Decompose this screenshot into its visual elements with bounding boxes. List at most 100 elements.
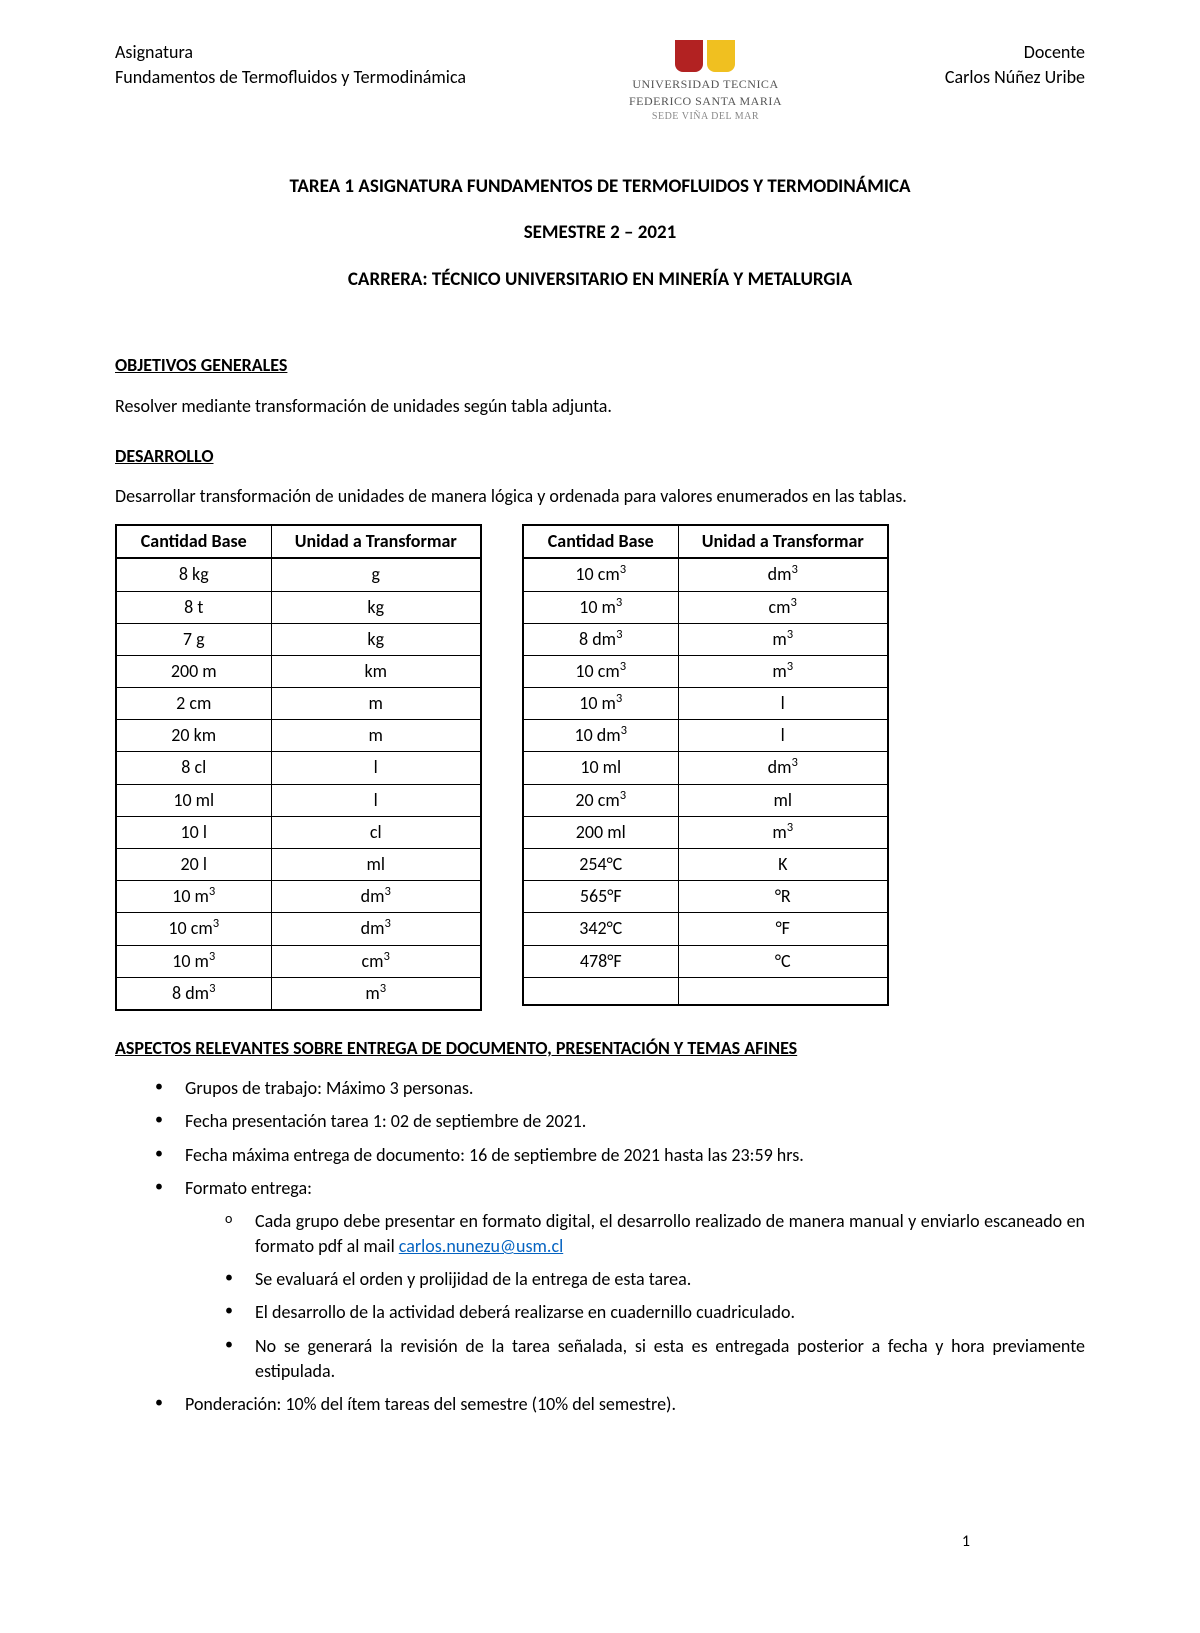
title-line-3: CARRERA: TÉCNICO UNIVERSITARIO EN MINERÍ… bbox=[115, 267, 1085, 294]
cell-base: 10 ml bbox=[523, 752, 678, 784]
cell-base: 478°F bbox=[523, 945, 678, 977]
cell-to bbox=[678, 977, 888, 1005]
bullet-formato: Formato entrega: Cada grupo debe present… bbox=[155, 1176, 1085, 1384]
cell-to: dm3 bbox=[271, 881, 481, 913]
cell-to: kg bbox=[271, 591, 481, 623]
table-row: 20 lml bbox=[116, 849, 481, 881]
cell-to: °R bbox=[678, 881, 888, 913]
cell-to: dm3 bbox=[271, 913, 481, 945]
bullet-ponderacion: Ponderación: 10% del ítem tareas del sem… bbox=[155, 1392, 1085, 1417]
aspectos-list: Grupos de trabajo: Máximo 3 personas. Fe… bbox=[115, 1076, 1085, 1417]
title-line-2: SEMESTRE 2 – 2021 bbox=[115, 220, 1085, 247]
cell-base: 565°F bbox=[523, 881, 678, 913]
sub-bullet-cuadernillo: El desarrollo de la actividad deberá rea… bbox=[225, 1300, 1085, 1325]
cell-to: l bbox=[678, 688, 888, 720]
conversion-table-1: Cantidad Base Unidad a Transformar 8 kgg… bbox=[115, 524, 482, 1011]
sub-bullet-digital-text: Cada grupo debe presentar en formato dig… bbox=[255, 1210, 1085, 1257]
cell-base: 2 cm bbox=[116, 688, 271, 720]
table-row: 10 cm3dm3 bbox=[523, 558, 888, 591]
cell-base: 10 m3 bbox=[116, 945, 271, 977]
table-row: 10 m3cm3 bbox=[116, 945, 481, 977]
table-row: 10 m3cm3 bbox=[523, 591, 888, 623]
shield-yellow-icon bbox=[707, 40, 735, 72]
cell-to: °F bbox=[678, 913, 888, 945]
cell-base: 10 m3 bbox=[523, 591, 678, 623]
cell-to: m3 bbox=[678, 655, 888, 687]
table-row: 10 dm3l bbox=[523, 720, 888, 752]
cell-to: l bbox=[271, 784, 481, 816]
cell-to: g bbox=[271, 558, 481, 591]
table-header-to: Unidad a Transformar bbox=[271, 525, 481, 558]
cell-to: m3 bbox=[678, 816, 888, 848]
sub-bullet-orden: Se evaluará el orden y prolijidad de la … bbox=[225, 1267, 1085, 1292]
university-name-1: UNIVERSIDAD TECNICA bbox=[632, 76, 778, 93]
tables-container: Cantidad Base Unidad a Transformar 8 kgg… bbox=[115, 524, 1085, 1011]
table-row: 8 tkg bbox=[116, 591, 481, 623]
cell-base bbox=[523, 977, 678, 1005]
cell-to: m bbox=[271, 720, 481, 752]
table-row: 10 cm3dm3 bbox=[116, 913, 481, 945]
cell-base: 20 km bbox=[116, 720, 271, 752]
logo-shields bbox=[675, 40, 735, 72]
table-row: 7 gkg bbox=[116, 623, 481, 655]
conversion-table-2: Cantidad Base Unidad a Transformar 10 cm… bbox=[522, 524, 889, 1006]
title-block: TAREA 1 ASIGNATURA FUNDAMENTOS DE TERMOF… bbox=[115, 174, 1085, 294]
cell-base: 200 ml bbox=[523, 816, 678, 848]
table-row: 254°CK bbox=[523, 849, 888, 881]
table-row: 10 m3dm3 bbox=[116, 881, 481, 913]
cell-base: 10 l bbox=[116, 816, 271, 848]
cell-to: l bbox=[678, 720, 888, 752]
subject-label: Asignatura bbox=[115, 40, 466, 65]
campus-name: SEDE VIÑA DEL MAR bbox=[652, 110, 759, 124]
table-row: 565°F°R bbox=[523, 881, 888, 913]
cell-to: ml bbox=[271, 849, 481, 881]
cell-to: kg bbox=[271, 623, 481, 655]
shield-red-icon bbox=[675, 40, 703, 72]
cell-to: ml bbox=[678, 784, 888, 816]
cell-base: 342°C bbox=[523, 913, 678, 945]
desarrollo-heading: DESARROLLO bbox=[115, 444, 1085, 469]
table-row: 10 mldm3 bbox=[523, 752, 888, 784]
cell-base: 7 g bbox=[116, 623, 271, 655]
cell-base: 200 m bbox=[116, 655, 271, 687]
table2-body: 10 cm3dm310 m3cm38 dm3m310 cm3m310 m3l10… bbox=[523, 558, 888, 1005]
bullet-grupos: Grupos de trabajo: Máximo 3 personas. bbox=[155, 1076, 1085, 1101]
table-row: 8 dm3m3 bbox=[523, 623, 888, 655]
table-row: 8 kgg bbox=[116, 558, 481, 591]
table-row: 8 cll bbox=[116, 752, 481, 784]
cell-base: 8 dm3 bbox=[523, 623, 678, 655]
table-header-base: Cantidad Base bbox=[523, 525, 678, 558]
table-row: 20 cm3ml bbox=[523, 784, 888, 816]
table-row: 200 mlm3 bbox=[523, 816, 888, 848]
sub-bullet-no-revision: No se generará la revisión de la tarea s… bbox=[225, 1334, 1085, 1384]
cell-base: 10 cm3 bbox=[116, 913, 271, 945]
bullet-formato-label: Formato entrega: bbox=[185, 1177, 312, 1199]
cell-base: 10 cm3 bbox=[523, 655, 678, 687]
table-row: 20 kmm bbox=[116, 720, 481, 752]
aspectos-heading: ASPECTOS RELEVANTES SOBRE ENTREGA DE DOC… bbox=[115, 1036, 1085, 1061]
page-number: 1 bbox=[962, 1531, 970, 1553]
table-row: 200 mkm bbox=[116, 655, 481, 687]
cell-to: m3 bbox=[678, 623, 888, 655]
email-link[interactable]: carlos.nunezu@usm.cl bbox=[399, 1235, 563, 1257]
cell-to: dm3 bbox=[678, 558, 888, 591]
table-row: 478°F°C bbox=[523, 945, 888, 977]
cell-base: 254°C bbox=[523, 849, 678, 881]
university-logo: UNIVERSIDAD TECNICA FEDERICO SANTA MARIA… bbox=[629, 40, 782, 124]
table-header-base: Cantidad Base bbox=[116, 525, 271, 558]
desarrollo-body: Desarrollar transformación de unidades d… bbox=[115, 484, 1085, 509]
cell-base: 10 cm3 bbox=[523, 558, 678, 591]
header-left: Asignatura Fundamentos de Termofluidos y… bbox=[115, 40, 466, 90]
table-row: 10 cm3m3 bbox=[523, 655, 888, 687]
cell-base: 8 kg bbox=[116, 558, 271, 591]
table-row: 8 dm3m3 bbox=[116, 977, 481, 1010]
cell-base: 20 cm3 bbox=[523, 784, 678, 816]
cell-base: 10 m3 bbox=[523, 688, 678, 720]
cell-base: 8 t bbox=[116, 591, 271, 623]
bullet-fecha-presentacion: Fecha presentación tarea 1: 02 de septie… bbox=[155, 1109, 1085, 1134]
table-header-to: Unidad a Transformar bbox=[678, 525, 888, 558]
cell-base: 10 m3 bbox=[116, 881, 271, 913]
objetivos-body: Resolver mediante transformación de unid… bbox=[115, 394, 1085, 419]
table1-body: 8 kgg8 tkg7 gkg200 mkm2 cmm20 kmm8 cll10… bbox=[116, 558, 481, 1010]
title-line-1: TAREA 1 ASIGNATURA FUNDAMENTOS DE TERMOF… bbox=[115, 174, 1085, 201]
